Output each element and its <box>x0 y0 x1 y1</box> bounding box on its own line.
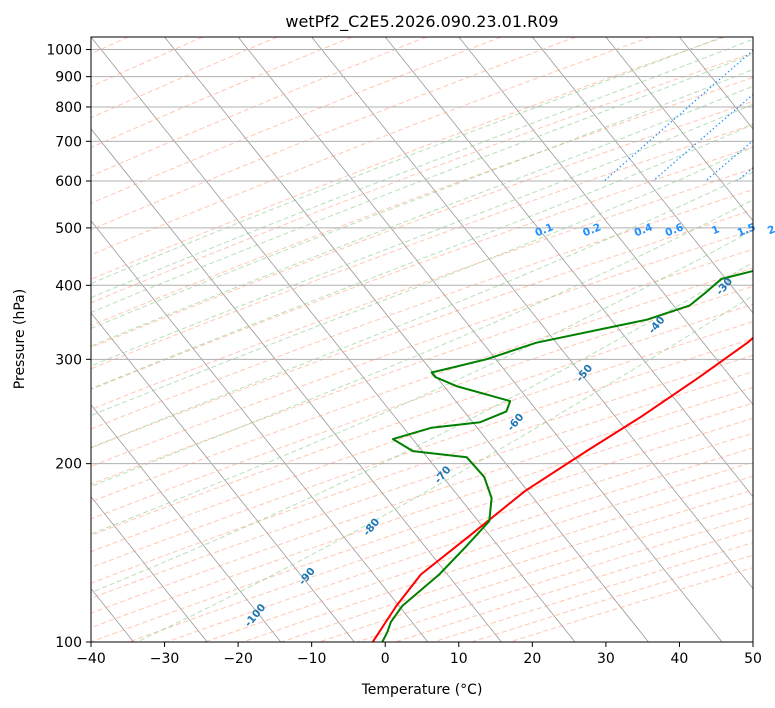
dry-adiabat-line <box>91 52 753 304</box>
x-tick-label: 10 <box>450 651 468 667</box>
y-tick-label: 300 <box>55 352 82 368</box>
moist-adiabat-line <box>91 53 753 314</box>
plot-frame <box>90 36 754 643</box>
x-tick-label: 20 <box>523 651 541 667</box>
isotherm-line <box>91 404 282 642</box>
dry-adiabat-line <box>91 37 278 119</box>
isotherm-line <box>91 37 576 642</box>
moist-adiabat-line <box>91 261 753 594</box>
y-tick-label: 400 <box>55 278 82 294</box>
dry-adiabat-line <box>91 354 753 584</box>
mixing-ratio-line <box>603 49 753 182</box>
mixing-ratio-label: 2 <box>766 223 775 237</box>
x-tick-label: 30 <box>597 651 615 667</box>
pressure-gridlines <box>91 49 753 642</box>
y-tick-label: 200 <box>55 457 82 473</box>
dry-adiabat-line <box>91 321 753 553</box>
isotherm-line <box>0 37 60 642</box>
y-tick-label: 100 <box>55 635 82 651</box>
dry-adiabat-line <box>91 76 753 327</box>
isotherm-line <box>532 37 753 314</box>
moist-adiabat-line <box>91 68 753 330</box>
dewpoint-profile-line <box>381 269 753 642</box>
isotherm-line <box>91 496 208 642</box>
y-tick-label: 900 <box>55 70 82 86</box>
isotherm-line <box>91 220 429 642</box>
x-tick-label: −40 <box>76 651 106 667</box>
isotherm-line <box>91 312 355 642</box>
moist-adiabat-line <box>136 295 753 642</box>
dry-adiabat-line <box>91 37 502 204</box>
chart-title: wetPf2_C2E5.2026.090.23.01.R09 <box>285 12 558 32</box>
x-tick-label: −20 <box>223 651 253 667</box>
x-axis-title: Temperature (°C) <box>361 682 483 698</box>
dry-adiabat-line <box>91 386 753 614</box>
isotherm-line <box>458 37 753 406</box>
temperature-profile-line <box>371 336 753 642</box>
isotherm-line <box>605 37 753 222</box>
moist-adiabat-line <box>91 103 753 367</box>
y-tick-label: 1000 <box>46 43 82 59</box>
dry-adiabat-line <box>91 37 576 231</box>
dry-adiabat-line <box>91 37 427 177</box>
moist-adiabat-line <box>91 37 723 285</box>
moist-adiabat-line <box>91 229 753 535</box>
y-tick-label: 700 <box>55 134 82 150</box>
mixing-ratio-label: 1 <box>710 223 721 237</box>
dry-adiabat-line <box>91 37 651 256</box>
dry-adiabat-line <box>91 303 753 536</box>
y-tick-label: 500 <box>55 221 82 237</box>
x-tick-label: 40 <box>671 651 689 667</box>
dry-adiabat-line <box>91 188 753 430</box>
y-tick-label: 800 <box>55 100 82 116</box>
isotherm-line <box>752 37 753 38</box>
y-axis-title: Pressure (hPa) <box>12 289 28 389</box>
moist-adiabat-line <box>91 85 753 347</box>
isotherm-line <box>91 128 502 642</box>
data-series <box>371 269 753 642</box>
x-tick-label: −30 <box>150 651 180 667</box>
moist-adiabat-line <box>91 146 753 417</box>
y-tick-label: 600 <box>55 174 82 190</box>
x-tick-label: −10 <box>297 651 327 667</box>
x-tick-label: 50 <box>744 651 762 667</box>
plot-background <box>91 37 753 642</box>
x-tick-label: 0 <box>381 651 390 667</box>
isotherm-line <box>384 37 753 498</box>
mixing-ratio-line <box>705 139 753 182</box>
y-axis-ticks: 100 200 300 400 500 600 700 800 900 1000 <box>46 43 91 651</box>
dry-adiabat-line <box>91 123 753 370</box>
dry-adiabat-line <box>91 167 753 411</box>
background-lines <box>0 37 753 642</box>
isotherm-line <box>237 37 723 642</box>
dry-adiabat-line <box>91 338 753 569</box>
moist-adiabat-line <box>91 38 753 299</box>
x-axis-ticks: −40 −30 −20 −10 0 10 20 30 40 50 <box>76 642 762 667</box>
isotherm-line <box>164 37 649 642</box>
